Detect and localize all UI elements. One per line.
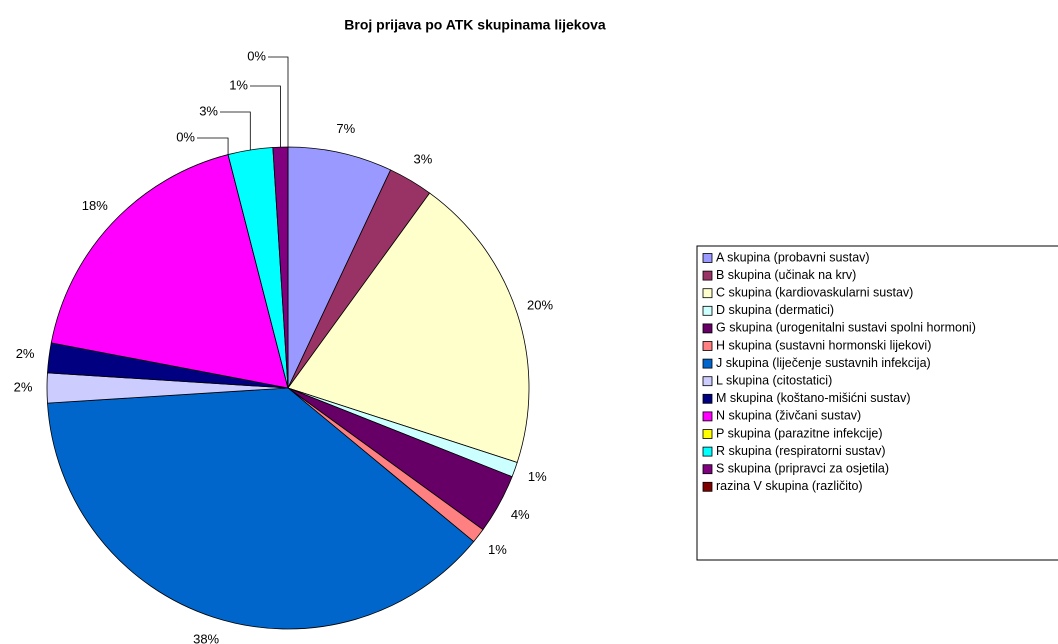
- data-label: 38%: [193, 631, 219, 644]
- leader-line: [220, 111, 251, 150]
- legend-label: N skupina (živčani sustav): [716, 409, 861, 423]
- legend-swatch: [702, 253, 713, 263]
- legend-label: C skupina (kardiovaskularni sustav): [716, 285, 913, 299]
- pie-slice: [287, 192, 530, 463]
- data-label: 3%: [199, 103, 218, 118]
- legend-swatch: [702, 323, 713, 334]
- data-label: 7%: [336, 121, 355, 136]
- legend-swatch: [702, 464, 713, 475]
- data-label: 4%: [511, 507, 530, 522]
- legend-swatch: [702, 270, 713, 281]
- data-label: 1%: [488, 542, 507, 557]
- legend-label: L skupina (citostatici): [716, 373, 832, 387]
- legend-label: D skupina (dermatici): [716, 303, 834, 317]
- legend-swatch: [702, 429, 713, 439]
- legend-label: J skupina (liječenje sustavnih infekcija…: [716, 356, 931, 370]
- legend-label: S skupina (pripravci za osjetila): [716, 461, 889, 475]
- chart-title: Broj prijava po ATK skupinama lijekova: [344, 17, 606, 33]
- legend-label: M skupina (koštano-mišićni sustav): [716, 391, 911, 405]
- data-label: 1%: [229, 77, 248, 92]
- pie-slice: [50, 154, 289, 389]
- legend-swatch: [702, 358, 713, 369]
- pie-slice: [47, 387, 475, 630]
- data-label: 1%: [528, 469, 547, 484]
- legend-label: G skupina (urogenitalni sustavi spolni h…: [716, 321, 976, 335]
- data-label: 2%: [16, 346, 35, 361]
- legend-swatch: [702, 376, 713, 387]
- leader-line: [250, 85, 281, 148]
- legend-swatch: [702, 288, 713, 299]
- legend-swatch: [702, 341, 713, 351]
- legend-swatch: [702, 305, 713, 316]
- legend-label: B skupina (učinak na krv): [716, 268, 856, 282]
- legend-swatch: [702, 411, 713, 422]
- pie-slice: [287, 146, 392, 389]
- data-label: 2%: [14, 379, 33, 394]
- data-label: 20%: [527, 298, 553, 313]
- legend-label: R skupina (respiratorni sustav): [716, 444, 886, 458]
- data-label: 0%: [176, 129, 195, 144]
- legend-box: [696, 245, 1058, 561]
- data-label: 18%: [82, 198, 108, 213]
- data-label: 0%: [247, 48, 266, 63]
- data-label: 3%: [413, 151, 432, 166]
- legend-label: razina V skupina (različito): [716, 479, 863, 493]
- legend-label: A skupina (probavni sustav): [716, 250, 870, 264]
- legend-swatch: [702, 393, 713, 404]
- legend-label: H skupina (sustavni hormonski lijekovi): [716, 338, 931, 352]
- legend-swatch: [702, 446, 713, 457]
- leader-line: [197, 137, 229, 155]
- legend-swatch: [702, 481, 713, 492]
- legend-label: P skupina (parazitne infekcije): [716, 426, 883, 440]
- leader-line: [268, 56, 289, 147]
